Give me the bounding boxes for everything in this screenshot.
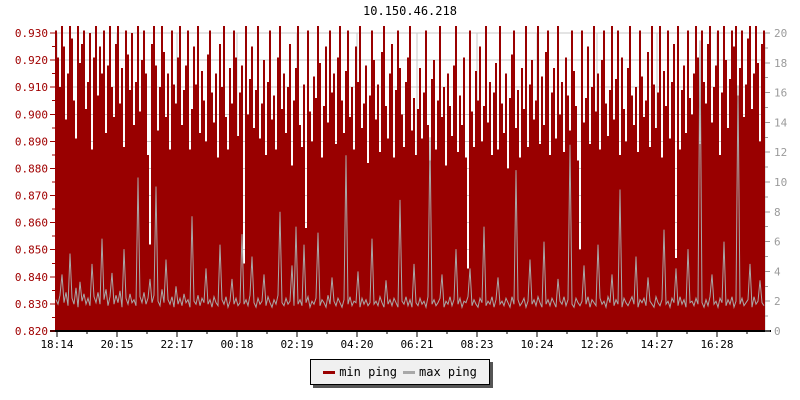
- svg-text:20: 20: [774, 27, 787, 40]
- chart-legend: min ping max ping: [0, 359, 800, 385]
- svg-text:16: 16: [774, 87, 787, 100]
- svg-text:04:20: 04:20: [340, 338, 373, 351]
- legend-item-min-ping: min ping: [323, 365, 397, 379]
- min-ping-bars: [55, 26, 765, 332]
- svg-text:12: 12: [774, 146, 787, 159]
- svg-text:0.880: 0.880: [15, 162, 48, 175]
- svg-text:14:27: 14:27: [640, 338, 673, 351]
- svg-text:0.840: 0.840: [15, 271, 48, 284]
- svg-text:22:17: 22:17: [160, 338, 193, 351]
- svg-text:0.830: 0.830: [15, 298, 48, 311]
- svg-text:08:23: 08:23: [460, 338, 493, 351]
- svg-text:20:15: 20:15: [100, 338, 133, 351]
- legend-label-min-ping: min ping: [339, 365, 397, 379]
- svg-text:2: 2: [774, 295, 781, 308]
- svg-text:4: 4: [774, 265, 781, 278]
- svg-text:0.930: 0.930: [15, 27, 48, 40]
- max-ping-line: [55, 40, 765, 310]
- svg-text:0.870: 0.870: [15, 190, 48, 203]
- svg-text:0.890: 0.890: [15, 135, 48, 148]
- svg-text:06:21: 06:21: [400, 338, 433, 351]
- svg-text:16:28: 16:28: [700, 338, 733, 351]
- svg-text:18: 18: [774, 57, 787, 70]
- legend-box: min ping max ping: [310, 359, 490, 385]
- axis-labels: 0.930 0.920 0.910 0.900 0.890 0.880 0.870 0.860…: [15, 27, 788, 351]
- min-ping-swatch: [323, 370, 336, 374]
- svg-text:0.820: 0.820: [15, 325, 48, 338]
- svg-text:6: 6: [774, 236, 781, 249]
- svg-text:12:26: 12:26: [580, 338, 613, 351]
- svg-text:0.920: 0.920: [15, 54, 48, 67]
- axis-ticks: [50, 32, 770, 337]
- max-ping-swatch: [403, 370, 415, 374]
- svg-text:0.860: 0.860: [15, 217, 48, 230]
- svg-text:14: 14: [774, 116, 788, 129]
- svg-text:02:19: 02:19: [280, 338, 313, 351]
- svg-text:10: 10: [774, 176, 787, 189]
- svg-text:18:14: 18:14: [40, 338, 73, 351]
- svg-text:00:18: 00:18: [220, 338, 253, 351]
- svg-text:0: 0: [774, 325, 781, 338]
- svg-text:0.850: 0.850: [15, 244, 48, 257]
- chart-title: 10.150.46.218: [363, 4, 457, 18]
- legend-item-max-ping: max ping: [403, 365, 477, 379]
- svg-text:0.910: 0.910: [15, 81, 48, 94]
- legend-label-max-ping: max ping: [419, 365, 477, 379]
- svg-text:0.900: 0.900: [15, 108, 48, 121]
- x-axis-baseline: [50, 330, 771, 332]
- svg-text:8: 8: [774, 206, 781, 219]
- ping-chart: 0.930 0.920 0.910 0.900 0.890 0.880 0.870 0.860…: [15, 26, 788, 351]
- svg-text:10:24: 10:24: [520, 338, 553, 351]
